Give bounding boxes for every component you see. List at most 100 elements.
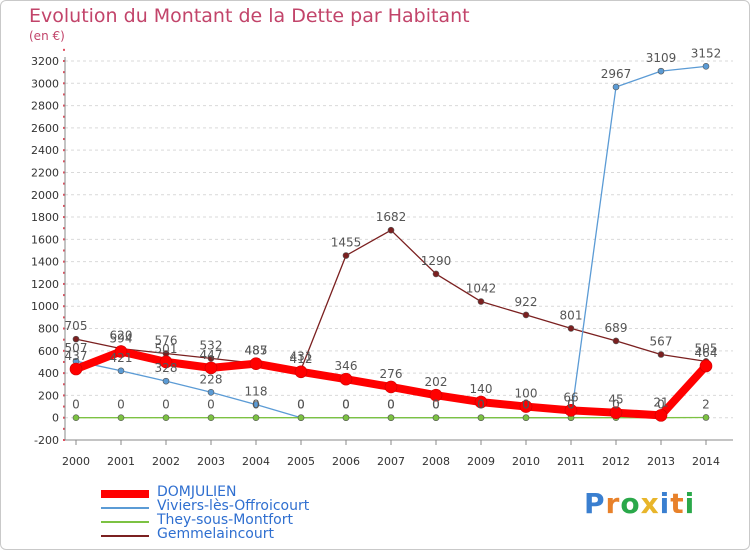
y-minor-tick xyxy=(63,383,65,386)
y-minor-tick xyxy=(63,360,65,363)
data-label: 2 xyxy=(702,397,710,411)
data-point xyxy=(204,361,218,375)
data-label: 1290 xyxy=(421,254,452,268)
x-tick-label: 2011 xyxy=(557,455,585,468)
data-point xyxy=(117,367,125,375)
legend-item: Viviers-lès-Offroicourt xyxy=(101,498,461,515)
x-tick-label: 2002 xyxy=(152,455,180,468)
y-tick-label: 2400 xyxy=(31,144,59,157)
data-point xyxy=(657,351,665,358)
data-label: 0 xyxy=(657,398,665,412)
data-point xyxy=(159,355,173,369)
data-point xyxy=(567,325,575,332)
data-label: 118 xyxy=(245,385,268,399)
legend-swatch xyxy=(101,521,149,523)
data-label: 507 xyxy=(65,341,88,355)
y-minor-tick xyxy=(63,115,65,118)
y-tick-mark xyxy=(63,126,65,129)
data-point xyxy=(207,414,215,422)
data-label: 2967 xyxy=(601,67,632,81)
legend-item: DOMJULIEN xyxy=(101,484,461,501)
legend-label: Viviers-lès-Offroicourt xyxy=(157,498,310,514)
data-point xyxy=(252,414,260,422)
y-minor-tick xyxy=(63,138,65,141)
y-tick-label: 2800 xyxy=(31,100,59,113)
data-point xyxy=(522,414,530,422)
logo-letter: x xyxy=(640,487,660,520)
data-label: 421 xyxy=(110,351,133,365)
x-tick-label: 2006 xyxy=(332,455,360,468)
data-label: 45 xyxy=(608,393,623,407)
data-label: 1455 xyxy=(331,236,362,250)
legend-label: They-sous-Montfort xyxy=(157,512,293,528)
logo-letter: i xyxy=(684,487,696,520)
y-tick-mark xyxy=(63,171,65,174)
data-label: 0 xyxy=(432,398,440,412)
data-point xyxy=(474,395,488,409)
y-tick-mark xyxy=(63,416,65,419)
y-tick-mark xyxy=(63,260,65,263)
data-label: 0 xyxy=(207,398,215,412)
y-tick-mark xyxy=(63,193,65,196)
data-label: 922 xyxy=(515,295,538,309)
y-minor-tick xyxy=(63,338,65,341)
data-point xyxy=(114,345,128,358)
data-label: 447 xyxy=(200,348,223,362)
data-label: 487 xyxy=(245,343,268,357)
data-label: 0 xyxy=(297,398,305,412)
data-label: 437 xyxy=(65,349,88,363)
data-label: 202 xyxy=(425,375,448,389)
y-tick-mark xyxy=(63,282,65,285)
data-label: 620 xyxy=(110,329,133,343)
x-tick-label: 2010 xyxy=(512,455,540,468)
y-tick-mark xyxy=(63,394,65,397)
data-point xyxy=(252,401,260,408)
data-label: 431 xyxy=(290,350,313,364)
y-minor-tick xyxy=(63,93,65,96)
data-point xyxy=(477,298,485,305)
y-tick-label: 1200 xyxy=(31,278,59,291)
chart-unit: (en €) xyxy=(29,29,65,43)
y-tick-label: 1000 xyxy=(31,300,59,313)
logo-letter: P xyxy=(584,487,606,520)
y-minor-tick xyxy=(63,271,65,274)
data-point xyxy=(297,414,305,422)
legend-swatch xyxy=(101,490,149,498)
data-label: 0 xyxy=(567,398,575,412)
y-minor-tick xyxy=(63,405,65,408)
data-label: 501 xyxy=(155,342,178,356)
y-tick-mark xyxy=(63,372,65,375)
data-label: 21 xyxy=(653,395,668,409)
y-tick-label: 1800 xyxy=(31,211,59,224)
data-label: 705 xyxy=(65,319,88,333)
y-tick-label: 200 xyxy=(38,389,59,402)
data-point xyxy=(702,414,710,421)
data-label: 464 xyxy=(695,346,718,360)
data-label: 3109 xyxy=(646,51,677,65)
y-tick-mark xyxy=(63,305,65,308)
data-label: 0 xyxy=(117,398,125,412)
y-minor-tick xyxy=(63,71,65,74)
y-tick-label: 2200 xyxy=(31,166,59,179)
data-point xyxy=(702,63,710,70)
legend-label: DOMJULIEN xyxy=(157,484,237,500)
y-tick-mark xyxy=(63,104,65,107)
data-label: 0 xyxy=(387,398,395,412)
logo-letter: t xyxy=(670,487,685,520)
data-label: 1042 xyxy=(466,282,497,296)
y-minor-tick xyxy=(63,427,65,430)
data-point xyxy=(72,414,80,422)
logo-letter: r xyxy=(605,487,621,520)
data-label: 328 xyxy=(155,361,178,375)
y-tick-mark xyxy=(63,349,65,352)
data-point xyxy=(207,355,215,362)
data-label: 66 xyxy=(563,390,578,404)
legend-item: Gemmelaincourt xyxy=(101,526,461,543)
logo-letter: i xyxy=(659,487,671,520)
y-minor-tick xyxy=(63,227,65,230)
data-point xyxy=(162,377,170,385)
data-label: 0 xyxy=(387,398,395,412)
y-minor-tick xyxy=(63,182,65,185)
y-minor-tick xyxy=(63,294,65,297)
